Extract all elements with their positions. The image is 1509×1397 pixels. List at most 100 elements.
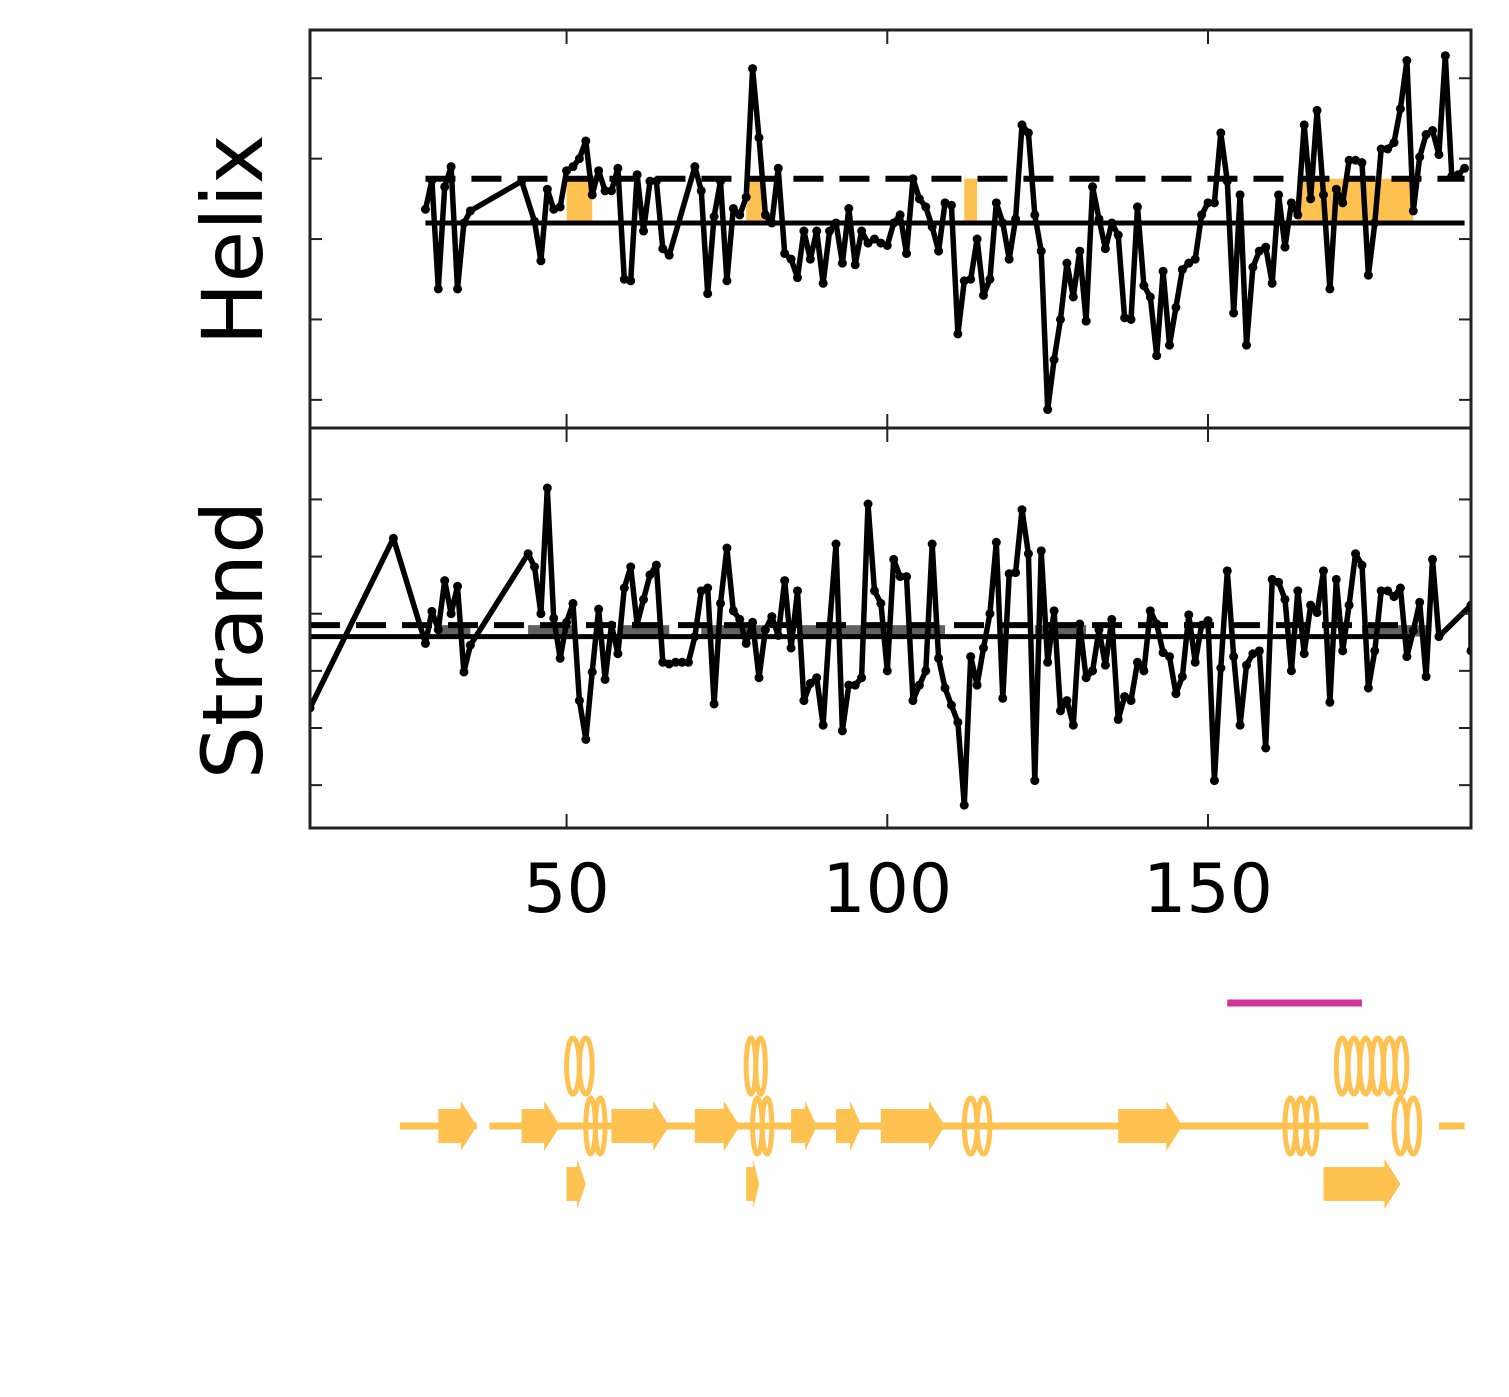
helix-point [696,186,706,196]
helix-point [613,163,623,173]
strand-point [568,598,578,608]
helix-point [844,203,854,213]
helix-point [786,254,796,264]
strand-point [1120,692,1130,702]
strand-point [1306,600,1316,610]
strand-point [812,673,822,683]
helix-point [703,289,713,299]
strand-point [1023,549,1033,559]
helix-point [927,222,937,232]
strand-point [940,683,950,693]
helix-point [1094,214,1104,224]
strand-point [1274,577,1284,587]
helix-point [639,226,649,236]
strand-point [1338,646,1348,656]
helix-point [850,260,860,270]
helix-point [1338,198,1348,208]
strand-point [1055,706,1065,716]
helix-point [1184,258,1194,268]
helix-point [1100,244,1110,254]
helix-point [1421,130,1431,140]
helix-point [902,249,912,259]
strand-point [1254,646,1264,656]
strand-point [825,620,835,630]
strand-point [741,638,751,648]
helix-point [626,276,636,286]
strand-point [574,696,584,706]
strand-point [594,604,604,614]
helix-point [991,198,1001,208]
helix-point [645,176,655,186]
helix-point [1107,218,1117,228]
strand-point [639,594,649,604]
helix-point [831,218,841,228]
strand-point [1113,714,1123,724]
helix-point [1331,184,1341,194]
helix-point [760,210,770,220]
strand-point [1068,720,1078,730]
helix-point [754,133,764,143]
panel-frames [308,28,1473,830]
helix-point [1017,120,1027,130]
topology-strand [521,1101,561,1151]
topology-helix [974,1095,993,1157]
strand-point [581,734,591,744]
helix-point [1055,314,1065,324]
strand-point [1241,660,1251,670]
strand-point [760,625,770,635]
strand-point [1222,566,1232,576]
helix-point [1248,262,1258,272]
helix-ylabel: Helix [184,134,282,345]
helix-point [568,162,578,172]
helix-point [459,218,469,228]
helix-point [1222,176,1232,186]
strand-point [1312,608,1322,618]
helix-point [741,192,751,202]
helix-point [895,210,905,220]
helix-point [658,244,668,254]
helix-point [1261,242,1271,252]
strand-point [1421,672,1431,682]
helix-point [1165,340,1175,350]
helix-point [773,163,783,173]
strand-point [671,657,681,667]
strand-point [1209,776,1219,786]
strand-point [1299,649,1309,659]
strand-point [388,533,398,543]
helix-point [1344,155,1354,165]
helix-point [722,276,732,286]
helix-point [799,226,809,236]
strand-panel [310,428,1471,828]
strand-fill-segment [1361,625,1427,637]
strand-point [1286,666,1296,676]
helix-line [422,52,1467,413]
strand-y-ticks [310,428,1471,828]
strand-point [914,680,924,690]
strand-point [805,678,815,688]
helix-point [869,234,879,244]
helix-point [1152,351,1162,361]
strand-point [645,570,655,580]
strand-point [1351,549,1361,559]
helix-point [882,240,892,250]
strand-point [690,632,700,642]
strand-point [453,581,463,591]
topology-strand [880,1101,946,1151]
topology-helix [592,1095,608,1157]
strand-ylabel: Strand [184,501,282,780]
helix-point [420,204,430,214]
strand-point [619,583,629,593]
helix-point [517,176,527,186]
helix-point [1203,198,1213,208]
helix-point [1081,316,1091,326]
helix-point [921,202,931,212]
strand-point [1325,697,1335,707]
topology-helix-above [576,1035,595,1097]
strand-point [587,667,597,677]
strand-point [1171,689,1181,699]
helix-point [735,210,745,220]
strand-point [600,674,610,684]
strand-point [998,693,1008,703]
strand-point [1434,632,1444,642]
strand-fill-segment [797,625,946,637]
